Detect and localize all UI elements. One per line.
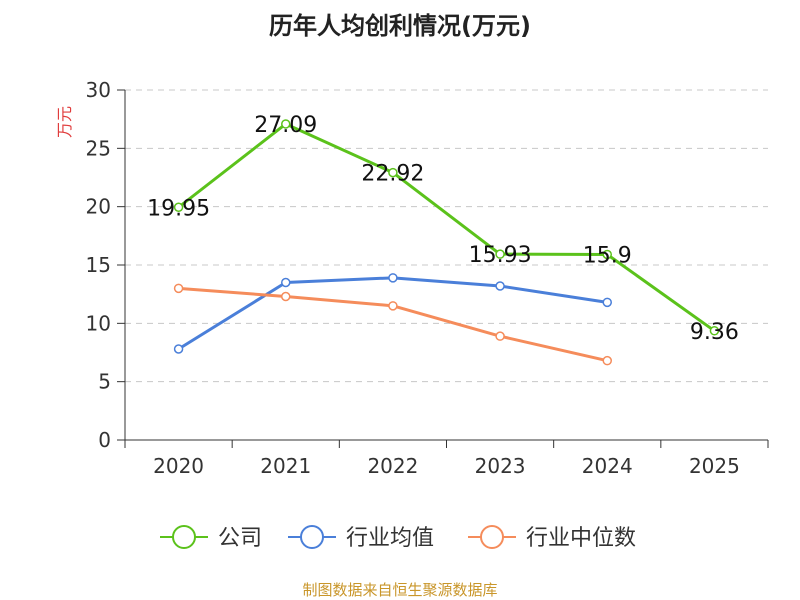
data-label: 15.93 [469, 243, 532, 268]
source-note: 制图数据来自恒生聚源数据库 [302, 581, 497, 599]
data-labels: 19.95 27.09 22.92 15.93 15.9 9.36 [147, 113, 739, 345]
y-tick-label: 30 [86, 78, 111, 102]
data-point [173, 344, 184, 354]
legend-marker [480, 525, 504, 549]
data-label: 15.9 [583, 244, 632, 269]
series-layer [173, 119, 720, 366]
data-point [281, 119, 291, 129]
y-tick-label: 20 [86, 195, 111, 219]
legend-label: 公司 [218, 526, 262, 551]
x-tick-label: 2024 [582, 454, 633, 478]
grid-lines [125, 89, 768, 383]
series-line-2 [178, 286, 608, 363]
x-tick-label: 2020 [153, 454, 204, 478]
series-line-1 [177, 276, 608, 351]
data-point [709, 326, 720, 336]
data-point [173, 283, 184, 294]
y-tick-label: 5 [98, 370, 111, 394]
data-point [281, 277, 291, 288]
data-point [388, 301, 398, 311]
legend-marker [172, 525, 196, 549]
data-point [602, 249, 612, 260]
data-label: 19.95 [147, 196, 210, 221]
x-tick-label: 2023 [475, 454, 526, 478]
legend-marker [300, 525, 324, 549]
y-axis-label: 万元 [55, 106, 74, 138]
data-point [173, 202, 184, 212]
data-point [388, 167, 398, 178]
data-point [281, 291, 291, 302]
data-label: 27.09 [254, 113, 317, 138]
y-tick-label: 25 [86, 136, 111, 160]
data-point [495, 331, 505, 341]
y-tick-label: 15 [86, 253, 111, 277]
y-tick-label: 0 [98, 428, 111, 452]
y-tick-label: 10 [86, 311, 111, 335]
chart-title: 历年人均创利情况(万元) [269, 12, 531, 40]
legend: 公司 行业均值 行业中位数 [160, 525, 636, 551]
data-point [388, 273, 398, 283]
data-point [602, 355, 612, 366]
data-label: 22.92 [361, 162, 424, 187]
data-point [602, 297, 612, 308]
x-tick-label: 2022 [367, 454, 418, 478]
series-line-0 [177, 122, 716, 333]
legend-label: 行业中位数 [526, 526, 636, 551]
data-point [495, 281, 505, 291]
x-tick-label: 2021 [260, 454, 311, 478]
x-tick-label: 2025 [689, 454, 740, 478]
data-label: 9.36 [690, 320, 739, 345]
legend-label: 行业均值 [346, 526, 434, 551]
data-point [495, 249, 505, 259]
